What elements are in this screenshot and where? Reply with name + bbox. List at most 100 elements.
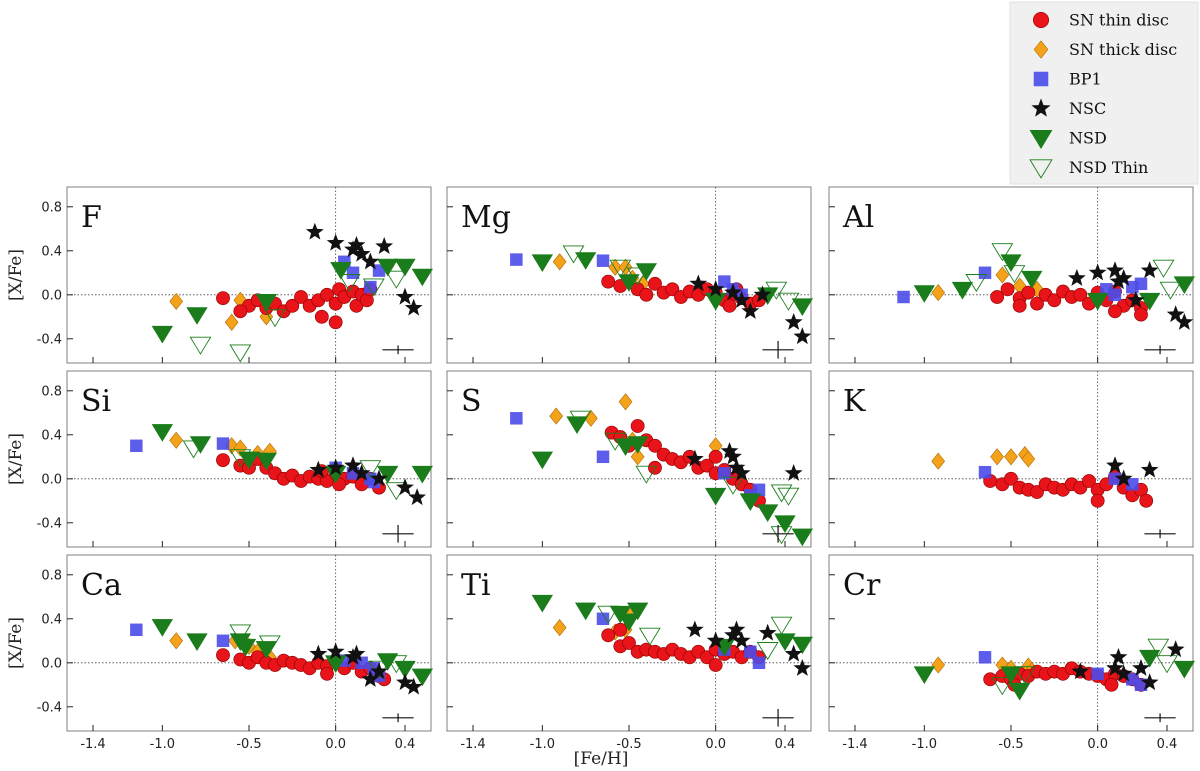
- y-tick-label: 0.0: [41, 288, 62, 303]
- data-point: [1067, 268, 1086, 286]
- x-tick-label: 0.4: [775, 737, 796, 752]
- series-nsd: [531, 252, 814, 317]
- data-point: [264, 309, 286, 328]
- data-point: [411, 668, 434, 687]
- series-nsc: [1071, 640, 1185, 691]
- data-point: [630, 448, 645, 466]
- data-point: [1090, 493, 1105, 508]
- panel-k: K: [828, 370, 1194, 548]
- data-point: [375, 237, 394, 254]
- series-nsd: [531, 594, 814, 657]
- data-point: [574, 252, 597, 270]
- series-nsd: [913, 254, 1196, 311]
- data-point: [753, 285, 772, 303]
- data-point: [216, 634, 230, 648]
- data-point: [531, 594, 554, 613]
- data-point: [309, 460, 328, 478]
- data-point: [596, 254, 610, 267]
- data-point: [739, 493, 762, 512]
- legend-marker: [1029, 130, 1053, 149]
- data-point: [706, 279, 725, 297]
- x-tick-label: 0.0: [705, 737, 726, 752]
- series-nsc: [689, 274, 812, 345]
- series-nsc: [1106, 456, 1159, 487]
- data-point: [791, 636, 814, 655]
- data-point: [741, 301, 760, 319]
- data-point: [1047, 293, 1062, 308]
- data-point: [635, 465, 658, 484]
- data-point: [394, 660, 416, 679]
- data-point: [724, 283, 742, 301]
- x-tick-label: 0.0: [325, 737, 346, 752]
- data-point: [609, 259, 632, 278]
- element-label: Cr: [843, 568, 881, 603]
- data-point: [1000, 254, 1022, 273]
- series-nsd: [151, 258, 434, 344]
- series-thin: [601, 622, 766, 672]
- data-point: [305, 222, 324, 240]
- data-point: [355, 656, 368, 670]
- data-point: [685, 620, 704, 638]
- panel-si: -0.4 0.0 0.4 0.8 [X/Fe] Si: [6, 370, 434, 548]
- data-point: [238, 451, 260, 470]
- legend-entry: SN thick disc: [1033, 40, 1177, 59]
- data-point: [326, 458, 345, 476]
- data-point: [186, 633, 208, 652]
- data-point: [1004, 448, 1018, 466]
- legend-label: SN thick disc: [1069, 40, 1177, 59]
- data-point: [411, 268, 434, 287]
- legend-label: SN thin disc: [1069, 11, 1169, 30]
- legend-entry: NSD: [1029, 129, 1107, 149]
- data-point: [931, 452, 946, 470]
- panel-ca: -0.4 0.0 0.4 0.8 -1.4 -1.0 -0.5 0.0 0.4 [X/Fe] Ca: [6, 554, 434, 752]
- data-point: [1109, 272, 1128, 290]
- data-point: [758, 623, 777, 641]
- data-point: [385, 270, 408, 289]
- data-point: [648, 438, 662, 453]
- legend-marker: [1033, 40, 1049, 59]
- data-point: [784, 644, 803, 662]
- data-point: [791, 528, 814, 547]
- data-point: [756, 504, 779, 523]
- legend-entry: SN thin disc: [1033, 11, 1169, 30]
- data-point: [1140, 460, 1159, 478]
- data-point: [549, 407, 564, 425]
- legend-label: NSC: [1069, 99, 1106, 118]
- data-point: [777, 487, 800, 506]
- legend-entry: NSD Thin: [1029, 158, 1148, 179]
- data-point: [752, 483, 766, 497]
- element-label: K: [843, 384, 866, 419]
- data-point: [408, 488, 427, 506]
- data-point: [320, 666, 334, 681]
- legend-label: NSD: [1069, 129, 1107, 148]
- data-point: [186, 307, 208, 325]
- data-point: [370, 469, 388, 487]
- data-point: [793, 658, 812, 676]
- data-point: [169, 632, 184, 650]
- x-tick-label: 0.4: [1157, 737, 1178, 752]
- x-tick-label: -1.0: [150, 737, 175, 752]
- data-point: [665, 282, 680, 297]
- data-point: [1132, 658, 1150, 676]
- data-point: [1140, 673, 1159, 691]
- y-axis-label: [X/Fe]: [6, 249, 26, 301]
- data-point: [1138, 292, 1161, 311]
- data-point: [169, 292, 184, 310]
- data-point: [784, 312, 803, 330]
- series-nsd: [151, 424, 434, 484]
- legend-box: [1009, 1, 1199, 185]
- series-nsd-thin: [569, 410, 800, 545]
- data-point: [552, 253, 567, 271]
- legend-label: NSD Thin: [1069, 158, 1148, 177]
- data-point: [1114, 469, 1133, 487]
- legend-label: BP1: [1069, 70, 1102, 89]
- data-point: [216, 453, 230, 467]
- data-point: [531, 254, 554, 273]
- data-point: [531, 451, 554, 470]
- data-point: [1126, 478, 1139, 491]
- legend: SN thin disc SN thick disc BP1 NSC NSD NSD Th…: [1009, 1, 1199, 185]
- data-point: [638, 627, 661, 646]
- series-bp1: [897, 266, 1148, 304]
- data-point: [601, 628, 616, 643]
- data-point: [618, 393, 633, 411]
